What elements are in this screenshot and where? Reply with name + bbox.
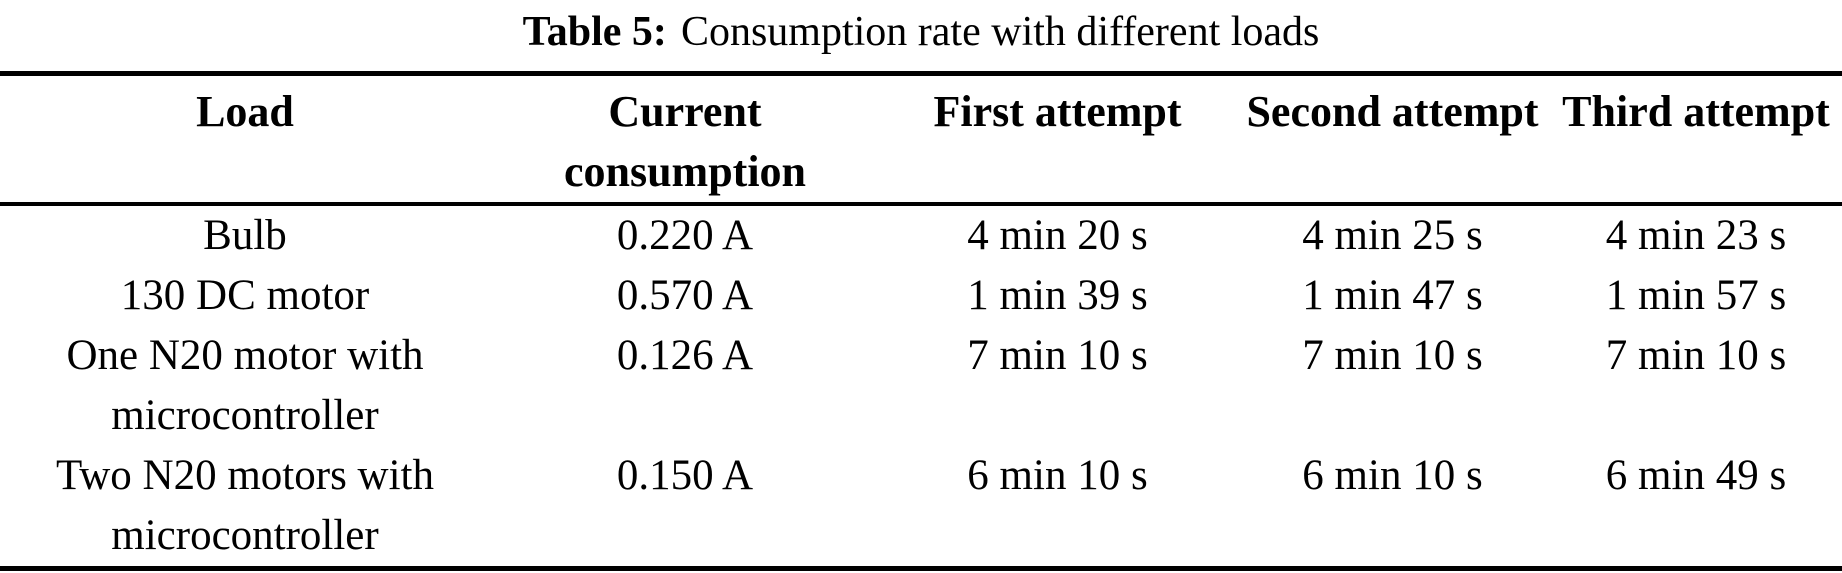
table-header-row: Load Current consumption First attempt S… [0,74,1842,204]
cell-current-consumption: 0.570 A [616,272,754,319]
table-caption-label: Table 5: [522,9,667,55]
column-header-current-consumption: Current consumption [563,87,807,196]
cell-third-attempt: 1 min 57 s [1605,272,1787,319]
cell-third-attempt: 7 min 10 s [1605,332,1787,379]
table-row: 130 DC motor 0.570 A 1 min 39 s 1 min 47… [0,266,1842,326]
cell-first-attempt: 4 min 20 s [967,212,1148,259]
column-header-second-attempt: Second attempt [1246,87,1539,136]
cell-second-attempt: 1 min 47 s [1302,272,1483,319]
cell-first-attempt: 1 min 39 s [967,272,1148,319]
table-caption: Table 5: Consumption rate with different … [0,0,1842,71]
cell-current-consumption: 0.126 A [616,332,754,379]
cell-first-attempt: 7 min 10 s [967,332,1148,379]
table-row: Two N20 motors with microcontroller 0.15… [0,446,1842,569]
column-header-first-attempt: First attempt [933,87,1182,136]
cell-current-consumption: 0.220 A [616,212,754,259]
cell-second-attempt: 4 min 25 s [1302,212,1483,259]
cell-load: One N20 motor with microcontroller [66,332,424,439]
cell-load: Two N20 motors with microcontroller [55,452,434,559]
column-header-third-attempt: Third attempt [1562,87,1830,136]
consumption-table: Load Current consumption First attempt S… [0,71,1842,571]
cell-second-attempt: 6 min 10 s [1302,452,1483,499]
cell-current-consumption: 0.150 A [616,452,754,499]
table-row: Bulb 0.220 A 4 min 20 s 4 min 25 s 4 min… [0,204,1842,266]
cell-second-attempt: 7 min 10 s [1302,332,1483,379]
table-caption-text: Consumption rate with different loads [680,9,1320,55]
cell-load: Bulb [203,212,287,259]
column-header-load: Load [196,87,294,136]
cell-third-attempt: 4 min 23 s [1605,212,1787,259]
cell-load: 130 DC motor [120,272,370,319]
table-row: One N20 motor with microcontroller 0.126… [0,326,1842,446]
cell-first-attempt: 6 min 10 s [967,452,1148,499]
cell-third-attempt: 6 min 49 s [1605,452,1787,499]
